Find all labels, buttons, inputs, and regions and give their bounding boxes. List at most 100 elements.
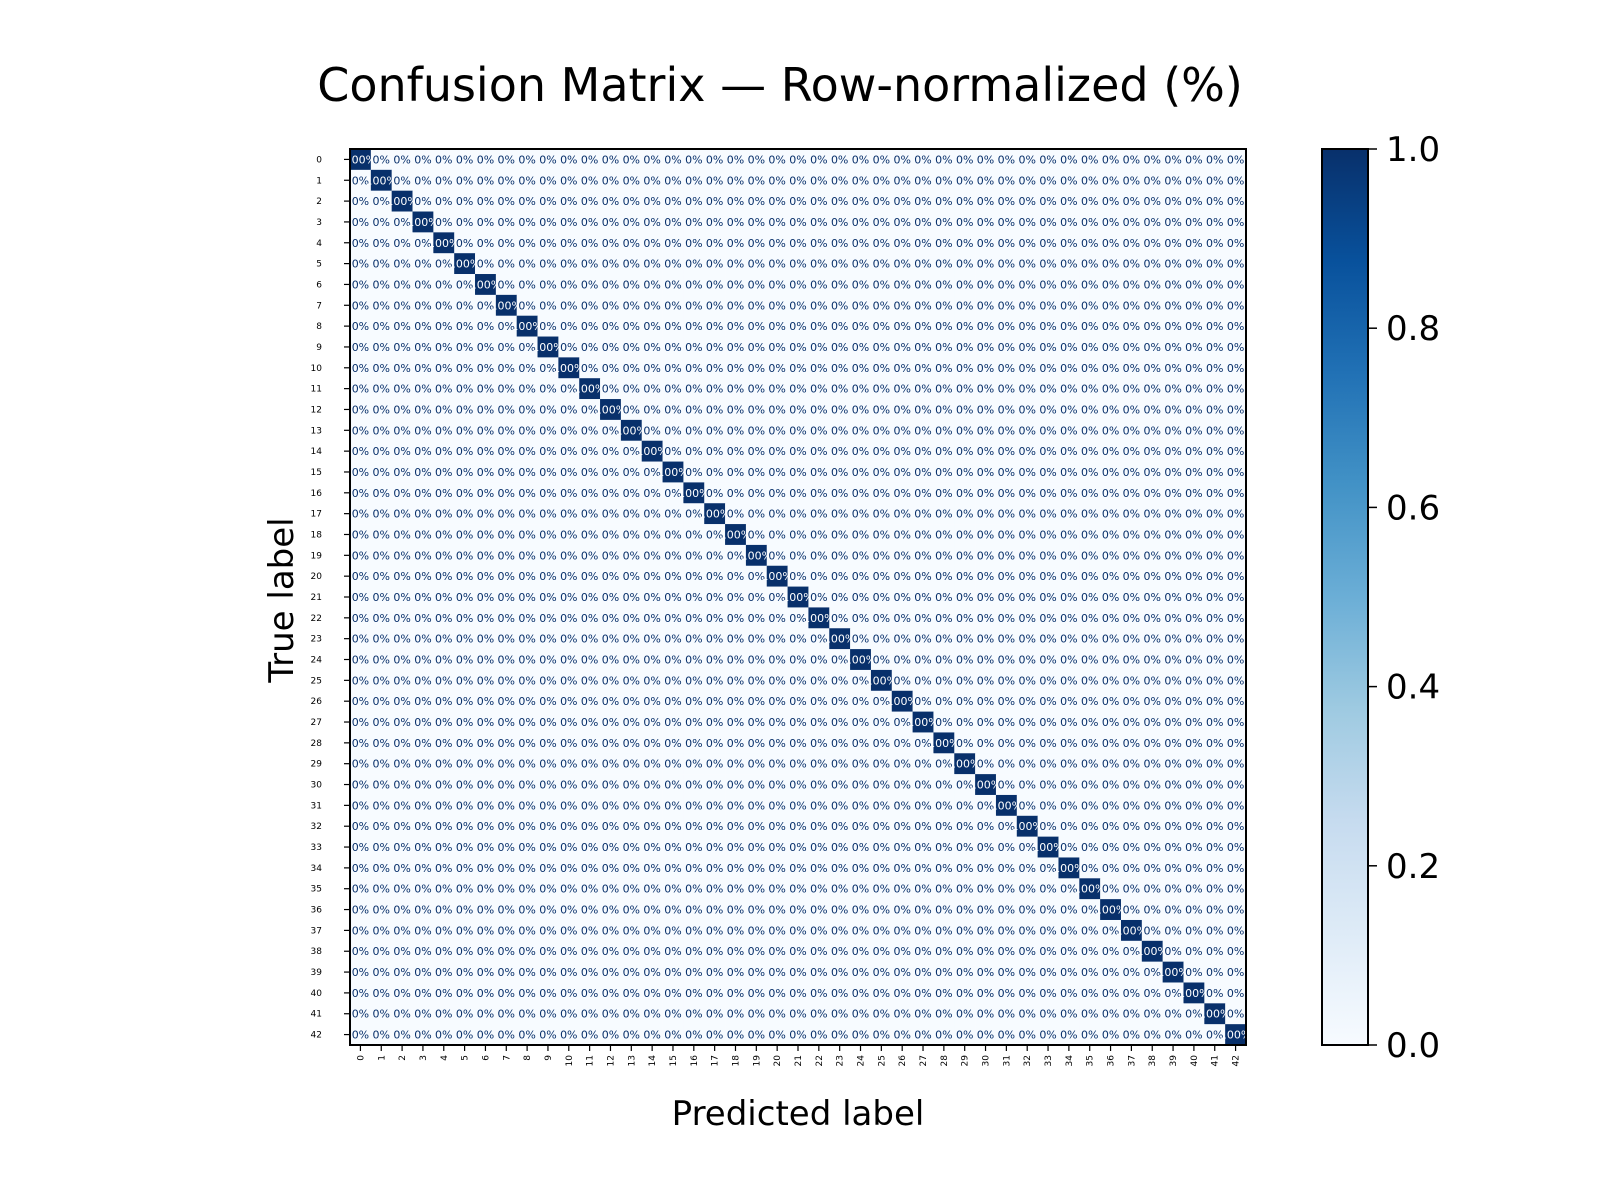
heatmap-cell-label: 0% <box>873 945 890 958</box>
heatmap-cell-label: 0% <box>998 508 1015 521</box>
heatmap-cell-label: 0% <box>1144 1008 1161 1021</box>
heatmap-cell-label: 0% <box>477 237 494 250</box>
heatmap-cell-label: 0% <box>1081 633 1098 646</box>
heatmap-cell <box>891 232 913 254</box>
heatmap-cell-label: 0% <box>893 466 910 479</box>
heatmap-cell-label: 0% <box>643 153 660 166</box>
heatmap-cell-label: 0% <box>581 695 598 708</box>
heatmap-cell-label: 0% <box>643 716 660 729</box>
heatmap-cell-label: 0% <box>685 779 702 792</box>
heatmap-cell-label: 0% <box>956 341 973 354</box>
heatmap-cell-label: 0% <box>643 174 660 187</box>
heatmap-cell-label: 0% <box>810 424 827 437</box>
heatmap-cell-label: 0% <box>935 195 952 208</box>
heatmap-cell <box>829 232 851 254</box>
y-tick-label: 13 <box>311 426 322 436</box>
heatmap-cell-label: 0% <box>498 612 515 625</box>
heatmap-cell-label: 0% <box>1206 674 1223 687</box>
heatmap-cell-label: 0% <box>831 570 848 583</box>
heatmap-cell-label: 0% <box>935 383 952 396</box>
heatmap-cell-label: 0% <box>1060 716 1077 729</box>
heatmap-cell-label: 0% <box>1123 654 1140 667</box>
heatmap-cell-label: 100% <box>782 591 813 604</box>
heatmap-cell <box>579 211 601 233</box>
heatmap-cell-label: 0% <box>810 528 827 541</box>
heatmap-cell-label: 0% <box>789 1008 806 1021</box>
heatmap-cell-label: 0% <box>1039 799 1056 812</box>
heatmap-cell <box>579 190 601 212</box>
heatmap-cell-label: 100% <box>366 174 397 187</box>
heatmap-cell-label: 0% <box>373 695 390 708</box>
heatmap-cell-label: 0% <box>893 299 910 312</box>
heatmap-cell-label: 0% <box>1185 216 1202 229</box>
heatmap-cell-label: 0% <box>498 445 515 458</box>
heatmap-cell-label: 0% <box>393 779 410 792</box>
heatmap-cell-label: 0% <box>1102 341 1119 354</box>
heatmap-cell-label: 0% <box>977 966 994 979</box>
heatmap-cell-label: 0% <box>602 633 619 646</box>
heatmap-cell-label: 0% <box>977 674 994 687</box>
heatmap-cell-label: 0% <box>539 904 556 917</box>
heatmap-cell-label: 0% <box>477 383 494 396</box>
heatmap-cell <box>766 232 788 254</box>
heatmap-cell-label: 0% <box>435 341 452 354</box>
x-axis-label: Predicted label <box>671 1094 925 1134</box>
heatmap-cell-label: 0% <box>1144 237 1161 250</box>
heatmap-cell-label: 0% <box>935 258 952 271</box>
heatmap-cell-label: 0% <box>435 549 452 562</box>
heatmap-cell-label: 0% <box>1123 1008 1140 1021</box>
heatmap-cell-label: 0% <box>602 174 619 187</box>
heatmap-cell-label: 0% <box>643 758 660 771</box>
heatmap-cell-label: 0% <box>706 758 723 771</box>
heatmap-cell-label: 0% <box>748 153 765 166</box>
heatmap-cell-label: 0% <box>977 278 994 291</box>
heatmap-cell-label: 0% <box>1060 1008 1077 1021</box>
heatmap-cell-label: 0% <box>852 195 869 208</box>
heatmap-cell-label: 0% <box>914 320 931 333</box>
heatmap-cell-label: 0% <box>935 570 952 583</box>
heatmap-cell-label: 0% <box>685 904 702 917</box>
heatmap-cell-label: 0% <box>998 362 1015 375</box>
heatmap-cell-label: 0% <box>1206 945 1223 958</box>
heatmap-cell <box>704 169 726 191</box>
heatmap-cell-label: 0% <box>831 383 848 396</box>
heatmap-cell-label: 0% <box>810 654 827 667</box>
heatmap-cell-label: 0% <box>685 570 702 583</box>
heatmap-cell-label: 0% <box>498 758 515 771</box>
heatmap-cell-label: 0% <box>393 237 410 250</box>
heatmap-cell-label: 0% <box>1123 612 1140 625</box>
heatmap-cell-label: 0% <box>477 258 494 271</box>
heatmap-cell-label: 0% <box>664 1008 681 1021</box>
heatmap-cell-label: 0% <box>1144 195 1161 208</box>
heatmap-cell-label: 0% <box>1102 820 1119 833</box>
heatmap-cell-label: 0% <box>1060 216 1077 229</box>
heatmap-cell-label: 0% <box>456 758 473 771</box>
heatmap-cell-label: 0% <box>768 487 785 500</box>
heatmap-cell-label: 0% <box>893 570 910 583</box>
heatmap-cell-label: 0% <box>1144 278 1161 291</box>
heatmap-cell-label: 0% <box>852 945 869 958</box>
heatmap-cell-label: 0% <box>1164 737 1181 750</box>
heatmap-cell-label: 0% <box>893 195 910 208</box>
heatmap-cell-label: 0% <box>956 737 973 750</box>
heatmap-cell-label: 0% <box>560 862 577 875</box>
heatmap-cell-label: 0% <box>373 654 390 667</box>
heatmap-cell-label: 0% <box>643 612 660 625</box>
x-tick-label: 41 <box>1211 1055 1221 1066</box>
heatmap-cell-label: 0% <box>768 862 785 875</box>
heatmap-cell-label: 0% <box>706 862 723 875</box>
heatmap-cell-label: 0% <box>456 883 473 896</box>
heatmap-cell-label: 0% <box>1081 612 1098 625</box>
heatmap-cell-label: 0% <box>789 966 806 979</box>
heatmap-cell-label: 100% <box>491 299 522 312</box>
x-tick-label: 11 <box>586 1055 596 1066</box>
heatmap-cell-label: 0% <box>560 904 577 917</box>
heatmap-cell-label: 0% <box>768 216 785 229</box>
heatmap-cell-label: 0% <box>1123 799 1140 812</box>
heatmap-cell-label: 0% <box>664 216 681 229</box>
heatmap-cell <box>600 253 622 275</box>
heatmap-cell-label: 0% <box>373 862 390 875</box>
heatmap-cell-label: 0% <box>706 612 723 625</box>
heatmap-cell-label: 0% <box>748 487 765 500</box>
colorbar-tick-label: 0.4 <box>1386 668 1440 708</box>
